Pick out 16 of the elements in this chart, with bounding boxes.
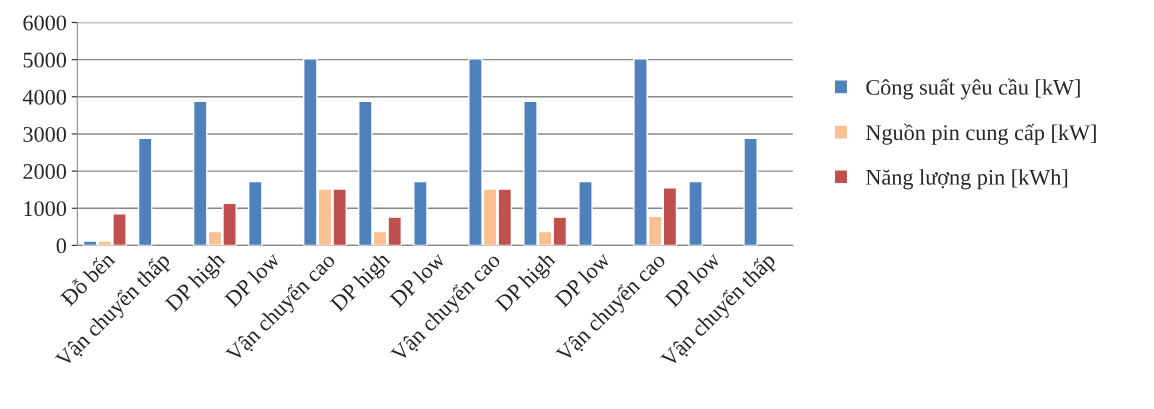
bar (413, 180, 428, 246)
bar (137, 137, 153, 246)
legend-label: Nguồn pin cung cấp [kW] (866, 123, 1096, 145)
y-tick-label: 3000 (23, 126, 67, 142)
y-tick-label: 0 (56, 238, 67, 254)
bar (743, 137, 758, 246)
legend-label: Năng lượng pin [kWh] (866, 169, 1068, 190)
y-tick-label: 4000 (22, 89, 67, 105)
y-tick-label: 5000 (23, 52, 67, 68)
y-tick-label: 1000 (24, 201, 67, 217)
bar (247, 180, 263, 246)
y-tick-label: 6000 (23, 15, 67, 31)
bar (688, 180, 703, 246)
legend-label: Công suất yêu cầu [kW] (866, 78, 1080, 100)
y-tick-label: 2000 (23, 164, 67, 180)
bar (578, 180, 593, 246)
